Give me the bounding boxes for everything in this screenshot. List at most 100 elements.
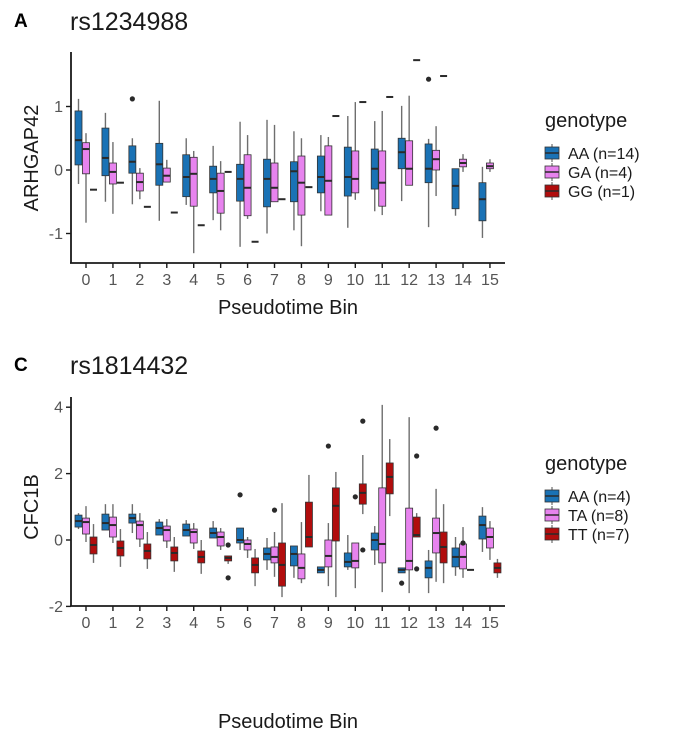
panel-a-box-ga-bin-3 (162, 159, 171, 183)
panel-a-x-tick-label: 2 (135, 272, 144, 289)
panel-a-box-aa-bin-8 (290, 131, 298, 231)
panel-c-box-ta-bin-10 (351, 494, 360, 589)
box (216, 531, 225, 547)
panel-c-box-ta-bin-5 (216, 528, 225, 550)
box (478, 182, 487, 222)
box (478, 515, 487, 540)
panel-c-box-ta-bin-3 (162, 519, 171, 548)
panel-a-box-aa-bin-2 (128, 96, 137, 205)
outlier-point (325, 443, 331, 449)
panel-a-box-aa-bin-13 (424, 76, 433, 228)
box (351, 150, 360, 194)
box (290, 161, 298, 203)
box (182, 154, 191, 198)
panel-c-legend-item-ta: TA (n=8) (544, 506, 629, 525)
panel-c-x-tick-label: 4 (189, 615, 198, 632)
box (351, 542, 360, 569)
outlier-point (271, 507, 278, 513)
box (405, 140, 414, 186)
panel-c-box-tt-bin-12 (412, 453, 421, 572)
panel-a-box-ga-bin-10 (351, 102, 360, 200)
panel-a-box-aa-bin-10 (343, 116, 352, 228)
panel-a-box-ga-bin-12 (405, 95, 414, 186)
panel-a-plot: 10-10 1 2 3 4 5 6 7 8 9 10 11 12 13 14 15 (49, 52, 505, 289)
box (128, 145, 137, 174)
panel-a-box-ga-bin-0 (82, 133, 90, 223)
panel-a-box-ga-bin-1 (109, 142, 117, 214)
panel-c-box-aa-bin-13 (424, 549, 433, 594)
box (290, 545, 298, 567)
box (74, 110, 83, 166)
panel-c-box-aa-bin-8 (290, 545, 298, 578)
box (370, 532, 379, 551)
panel-c-x-tick-label: 14 (454, 615, 472, 632)
panel-c-x-tick-label: 0 (82, 615, 91, 632)
panel-a-x-tick-label: 1 (108, 272, 117, 289)
panel-c-box-ta-bin-12 (405, 417, 414, 594)
box (331, 487, 340, 542)
panel-a-letter: A (14, 11, 28, 32)
box (397, 137, 406, 170)
panel-a-legend-item-gg: GG (n=1) (544, 182, 635, 201)
panel-a-box-ga-bin-9 (324, 136, 333, 216)
outlier-point (360, 418, 366, 424)
panel-a-x-tick-label: 7 (270, 272, 279, 289)
panel-c-box-ta-bin-4 (189, 523, 198, 549)
box (297, 553, 306, 580)
box (270, 546, 279, 564)
panel-a-x-tick-label: 9 (324, 272, 333, 289)
panel-c-box-tt-bin-10 (358, 418, 367, 553)
panel-a-box-aa-bin-12 (397, 105, 406, 202)
box (424, 560, 433, 579)
panel-c-box-aa-bin-15 (478, 507, 487, 552)
box (378, 487, 387, 564)
panel-c-x-tick-label: 3 (162, 615, 171, 632)
panel-c-box-aa-bin-11 (370, 526, 379, 565)
panel-c-box-ta-bin-14 (459, 527, 467, 578)
panel-c-box-tt-bin-8 (305, 474, 313, 548)
panel-c-x-tick-label: 11 (374, 615, 391, 632)
panel-a-x-tick-label: 0 (82, 272, 91, 289)
box (405, 507, 414, 571)
panel-c-x-tick-label: 15 (481, 615, 499, 632)
box (297, 155, 306, 216)
panel-c-letter: C (14, 355, 28, 376)
panel-c-box-aa-bin-0 (74, 513, 83, 530)
panel-c-box-aa-bin-10 (343, 535, 352, 570)
panel-c-x-tick-label: 8 (297, 615, 306, 632)
panel-c-box-tt-bin-6 (251, 548, 259, 587)
box (243, 154, 252, 217)
panel-c-legend-item-aa: AA (n=4) (544, 487, 631, 506)
panel-c-box-tt-bin-2 (143, 532, 152, 569)
panel-c-x-tick-label: 2 (135, 615, 144, 632)
panel-a-box-aa-bin-15 (478, 166, 487, 238)
panel-c-x-tick-label: 12 (400, 615, 418, 632)
panel-a-box-ga-bin-15 (486, 159, 494, 172)
box (236, 163, 244, 202)
panel-c-box-aa-bin-9 (316, 566, 325, 574)
panel-a-x-tick-label: 12 (400, 272, 418, 289)
panel-a-box-aa-bin-4 (182, 138, 191, 205)
outlier-point (352, 494, 358, 500)
panel-c-x-tick-label: 6 (243, 615, 252, 632)
outlier-point (414, 566, 420, 572)
box (424, 143, 433, 184)
panel-c-box-tt-bin-13 (439, 504, 448, 584)
panel-c-y-tick-label: 4 (54, 400, 63, 417)
panel-c-y-tick-label: 2 (54, 466, 63, 483)
box (216, 172, 225, 214)
panel-c-x-tick-label: 9 (324, 615, 333, 632)
panel-c-box-aa-bin-1 (101, 504, 110, 531)
panel-a-legend-item-aa: AA (n=14) (544, 144, 640, 163)
panel-a-y-tick-label: -1 (49, 226, 63, 243)
panel-a-box-aa-bin-3 (155, 100, 164, 221)
panel-c-x-tick-label: 1 (108, 615, 117, 632)
panel-c-box-aa-bin-14 (451, 537, 460, 576)
panel-a-box-ga-bin-2 (135, 168, 144, 200)
legend-label: TT (n=7) (568, 527, 630, 544)
box (189, 156, 198, 207)
panel-c-x-axis-title: Pseudotime Bin (218, 711, 358, 733)
panel-c-box-tt-bin-11 (385, 439, 394, 517)
panel-a-y-axis-title: ARHGAP42 (21, 105, 43, 212)
panel-c-legend-item-tt: TT (n=7) (544, 525, 630, 544)
